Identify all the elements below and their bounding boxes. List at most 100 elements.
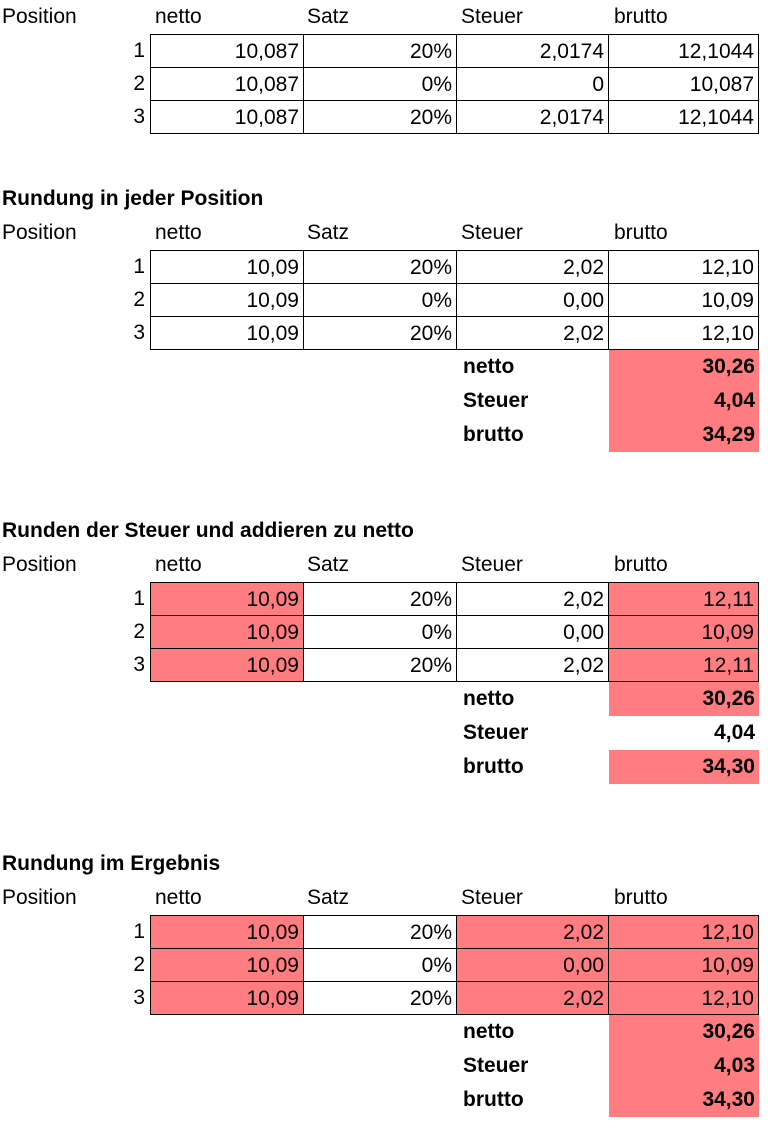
header-netto: netto [155,886,202,909]
cell-brutto: 10,09 [609,615,759,649]
cell-satz: 20% [304,582,457,616]
cell-netto: 10,09 [151,915,304,949]
cell-steuer: 2,02 [457,648,609,682]
row-position: 1 [0,582,151,616]
cell-brutto: 12,10 [609,316,759,350]
header-steuer: Steuer [461,221,523,244]
section-title: Runden der Steuer und addieren zu netto [2,519,414,542]
cell-steuer: 2,02 [457,915,609,949]
header-steuer: Steuer [461,553,523,576]
header-steuer: Steuer [461,5,523,28]
cell-netto: 10,09 [151,316,304,350]
cell-brutto: 12,10 [609,915,759,949]
cell-satz: 20% [304,648,457,682]
cell-steuer: 0,00 [457,615,609,649]
cell-satz: 20% [304,915,457,949]
header-netto: netto [155,5,202,28]
cell-satz: 20% [304,100,457,134]
total-value-steuer: 4,04 [714,721,755,744]
total-label-steuer: Steuer [463,721,529,744]
total-value-steuer: 4,04 [609,384,759,418]
header-satz: Satz [307,5,350,28]
cell-netto: 10,09 [151,283,304,317]
cell-netto: 10,09 [151,250,304,284]
cell-satz: 0% [304,615,457,649]
cell-satz: 20% [304,316,457,350]
row-position: 3 [0,316,151,350]
cell-satz: 20% [304,250,457,284]
header-satz: Satz [307,553,350,576]
cell-steuer: 2,02 [457,981,609,1015]
row-position: 1 [0,250,151,284]
cell-satz: 0% [304,948,457,982]
cell-netto: 10,09 [151,648,304,682]
cell-steuer: 0 [457,67,609,101]
total-value-netto: 30,26 [609,1015,759,1049]
cell-netto: 10,087 [151,100,304,134]
cell-netto: 10,087 [151,34,304,68]
cell-brutto: 12,10 [609,981,759,1015]
total-label-netto: netto [463,687,515,710]
cell-brutto: 10,087 [609,67,759,101]
header-netto: netto [155,221,202,244]
cell-netto: 10,09 [151,582,304,616]
header-satz: Satz [307,221,350,244]
cell-brutto: 12,10 [609,250,759,284]
row-position: 1 [0,34,151,68]
header-brutto: brutto [614,5,668,28]
total-value-netto: 30,26 [609,350,759,384]
header-brutto: brutto [614,553,668,576]
row-position: 2 [0,67,151,101]
header-brutto: brutto [614,886,668,909]
cell-satz: 0% [304,283,457,317]
cell-steuer: 2,0174 [457,100,609,134]
cell-satz: 0% [304,67,457,101]
header-brutto: brutto [614,221,668,244]
total-label-steuer: Steuer [463,389,529,412]
total-label-brutto: brutto [463,755,524,778]
header-satz: Satz [307,886,350,909]
row-position: 1 [0,915,151,949]
cell-satz: 20% [304,981,457,1015]
cell-steuer: 2,02 [457,582,609,616]
total-value-brutto: 34,29 [609,418,759,452]
header-position: Position [2,553,77,576]
header-position: Position [2,886,77,909]
cell-steuer: 2,02 [457,250,609,284]
cell-netto: 10,09 [151,615,304,649]
cell-satz: 20% [304,34,457,68]
total-label-netto: netto [463,355,515,378]
header-position: Position [2,221,77,244]
cell-steuer: 0,00 [457,948,609,982]
header-netto: netto [155,553,202,576]
header-position: Position [2,5,77,28]
cell-brutto: 12,11 [609,648,759,682]
cell-brutto: 12,11 [609,582,759,616]
section-title: Rundung in jeder Position [2,187,264,210]
row-position: 2 [0,283,151,317]
cell-brutto: 12,1044 [609,100,759,134]
total-value-brutto: 34,30 [609,750,759,784]
cell-brutto: 10,09 [609,948,759,982]
total-label-brutto: brutto [463,423,524,446]
cell-steuer: 0,00 [457,283,609,317]
row-position: 2 [0,615,151,649]
row-position: 3 [0,981,151,1015]
total-label-brutto: brutto [463,1088,524,1111]
total-value-netto: 30,26 [609,682,759,716]
cell-netto: 10,09 [151,948,304,982]
cell-brutto: 10,09 [609,283,759,317]
row-position: 2 [0,948,151,982]
section-title: Rundung im Ergebnis [2,852,221,875]
cell-steuer: 2,02 [457,316,609,350]
total-value-brutto: 34,30 [609,1083,759,1117]
cell-brutto: 12,1044 [609,34,759,68]
row-position: 3 [0,648,151,682]
header-steuer: Steuer [461,886,523,909]
total-label-steuer: Steuer [463,1054,529,1077]
total-value-steuer: 4,03 [609,1049,759,1083]
cell-netto: 10,09 [151,981,304,1015]
row-position: 3 [0,100,151,134]
cell-netto: 10,087 [151,67,304,101]
cell-steuer: 2,0174 [457,34,609,68]
